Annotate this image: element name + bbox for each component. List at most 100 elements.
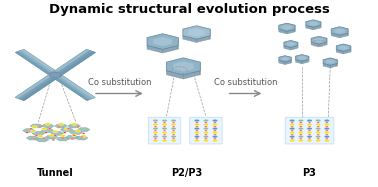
Circle shape: [212, 119, 218, 122]
Polygon shape: [284, 46, 291, 50]
Circle shape: [204, 126, 207, 127]
Polygon shape: [298, 56, 306, 60]
Polygon shape: [66, 135, 79, 139]
Circle shape: [39, 126, 42, 128]
Polygon shape: [330, 63, 338, 68]
Polygon shape: [32, 131, 45, 135]
Circle shape: [171, 139, 176, 142]
Circle shape: [172, 130, 175, 131]
Circle shape: [299, 134, 302, 135]
Circle shape: [195, 130, 198, 131]
Circle shape: [307, 123, 312, 126]
Circle shape: [307, 135, 312, 138]
Polygon shape: [339, 45, 348, 50]
Circle shape: [307, 119, 312, 122]
Circle shape: [291, 134, 293, 135]
Circle shape: [76, 126, 79, 128]
Circle shape: [71, 138, 74, 140]
Polygon shape: [279, 56, 291, 62]
Circle shape: [298, 139, 304, 142]
Circle shape: [316, 119, 321, 122]
Polygon shape: [173, 61, 194, 71]
Circle shape: [81, 135, 86, 137]
Circle shape: [325, 122, 328, 123]
Circle shape: [153, 119, 158, 122]
Polygon shape: [68, 124, 81, 128]
Circle shape: [171, 131, 176, 134]
Polygon shape: [311, 36, 327, 44]
Circle shape: [316, 127, 321, 130]
Polygon shape: [147, 45, 163, 53]
Circle shape: [162, 131, 167, 134]
Polygon shape: [296, 59, 302, 64]
Circle shape: [57, 126, 60, 128]
Circle shape: [45, 123, 50, 125]
Circle shape: [212, 127, 218, 130]
Text: Dynamic structural evolution process: Dynamic structural evolution process: [48, 4, 330, 16]
Polygon shape: [309, 21, 318, 26]
Circle shape: [71, 123, 77, 125]
Circle shape: [214, 122, 216, 123]
Polygon shape: [319, 42, 327, 47]
Text: Tunnel: Tunnel: [37, 168, 74, 178]
Circle shape: [195, 122, 198, 123]
Polygon shape: [331, 33, 340, 38]
Circle shape: [154, 134, 157, 135]
Polygon shape: [30, 124, 43, 128]
Polygon shape: [335, 28, 345, 33]
Circle shape: [80, 136, 83, 138]
Circle shape: [308, 138, 311, 139]
Polygon shape: [188, 28, 205, 36]
Polygon shape: [306, 25, 313, 30]
Circle shape: [172, 122, 175, 123]
Circle shape: [290, 127, 295, 130]
Circle shape: [154, 138, 157, 139]
Circle shape: [171, 135, 176, 138]
Polygon shape: [60, 128, 73, 132]
Circle shape: [50, 72, 61, 78]
Circle shape: [26, 132, 29, 133]
Circle shape: [171, 123, 176, 126]
Circle shape: [163, 130, 166, 131]
Circle shape: [171, 127, 176, 130]
Circle shape: [163, 122, 166, 123]
Circle shape: [32, 126, 37, 128]
Polygon shape: [45, 135, 58, 139]
FancyBboxPatch shape: [190, 117, 222, 144]
Circle shape: [324, 139, 330, 142]
Polygon shape: [36, 138, 48, 142]
Circle shape: [316, 135, 321, 138]
Circle shape: [214, 130, 216, 131]
Polygon shape: [166, 71, 183, 79]
Circle shape: [214, 126, 216, 127]
Polygon shape: [314, 38, 324, 43]
Circle shape: [203, 135, 209, 138]
Circle shape: [308, 130, 311, 131]
Polygon shape: [21, 51, 96, 101]
Circle shape: [194, 127, 200, 130]
Circle shape: [212, 131, 218, 134]
Circle shape: [171, 119, 176, 122]
FancyBboxPatch shape: [148, 117, 181, 144]
Circle shape: [172, 138, 175, 139]
Polygon shape: [15, 49, 95, 101]
Circle shape: [71, 134, 77, 137]
Circle shape: [203, 131, 209, 134]
Circle shape: [60, 134, 65, 137]
Circle shape: [203, 139, 209, 142]
Circle shape: [153, 127, 158, 130]
Circle shape: [204, 122, 207, 123]
Circle shape: [163, 126, 166, 127]
Polygon shape: [163, 45, 178, 53]
Text: Co substitution: Co substitution: [214, 78, 277, 87]
Polygon shape: [287, 42, 295, 46]
Polygon shape: [285, 60, 291, 65]
Circle shape: [291, 126, 293, 127]
Circle shape: [44, 132, 47, 133]
Circle shape: [153, 123, 158, 126]
Polygon shape: [153, 37, 172, 46]
Polygon shape: [313, 25, 321, 30]
Circle shape: [42, 137, 45, 139]
Circle shape: [204, 130, 207, 131]
Polygon shape: [302, 59, 308, 64]
